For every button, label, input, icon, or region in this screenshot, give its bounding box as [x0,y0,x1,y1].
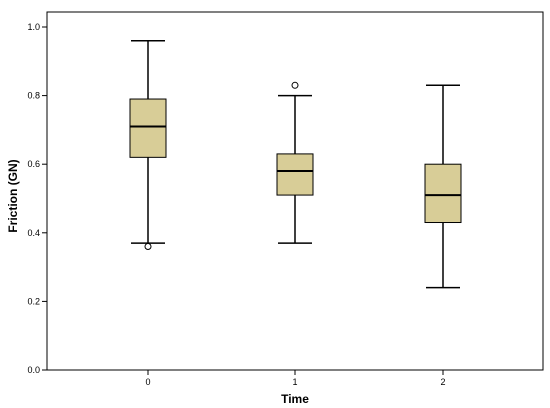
x-tick-label: 0 [145,377,150,387]
box-group-0 [129,39,167,251]
y-tick-label: 0.2 [27,296,40,306]
box-series [129,39,462,289]
x-tick-label: 2 [440,377,445,387]
iqr-box [424,163,462,224]
y-tick-label: 0.0 [27,365,40,375]
outlier-point [144,243,152,251]
y-tick-label: 0.4 [27,228,40,238]
y-tick-label: 0.6 [27,159,40,169]
x-axis-title: Time [281,392,309,406]
iqr-box [129,98,167,158]
y-tick-label: 0.8 [27,91,40,101]
iqr-box [276,153,314,196]
y-axis-title: Friction (GN) [6,159,20,232]
x-axis-ticks: 0 1 2 [145,370,446,387]
x-tick-label: 1 [292,377,297,387]
box-group-2 [424,84,462,289]
y-axis-ticks: 0.0 0.2 0.4 0.6 0.8 1.0 [27,22,47,375]
box-group-1 [276,81,314,244]
y-tick-label: 1.0 [27,22,40,32]
outlier-point [291,81,299,89]
